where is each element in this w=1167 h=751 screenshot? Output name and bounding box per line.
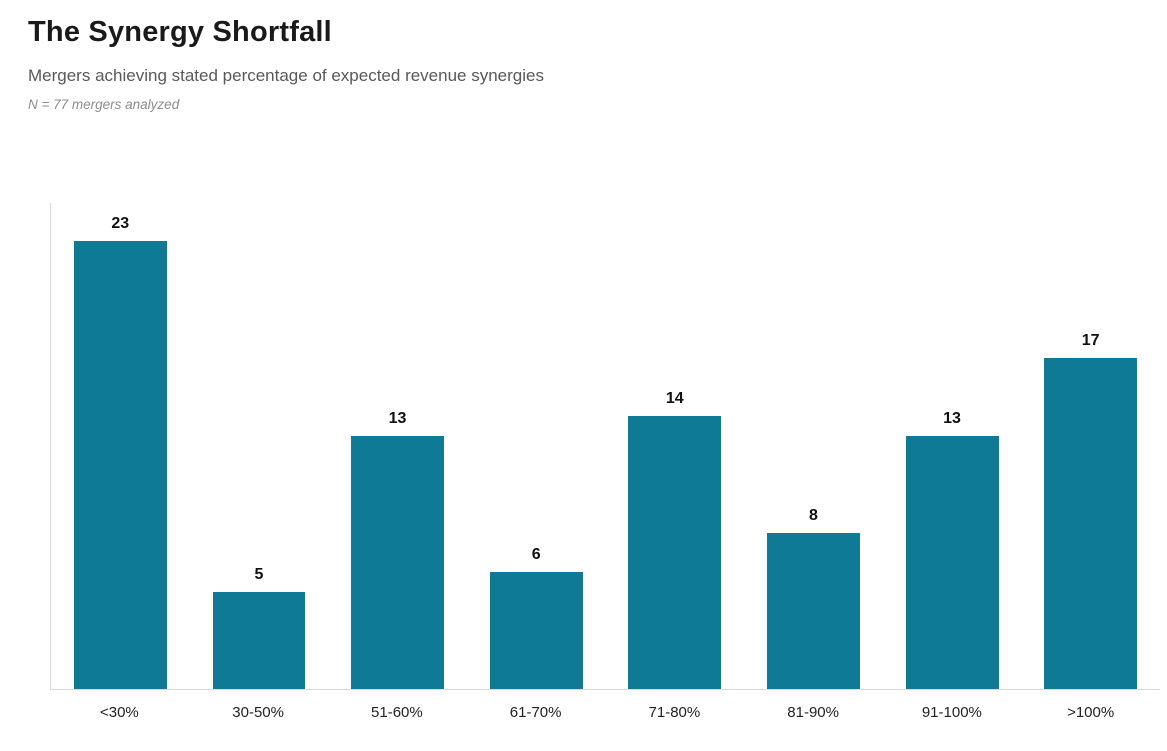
x-axis-tick-label: 71-80% [648,704,701,721]
bar[interactable] [1044,358,1138,689]
x-axis-tick-label: >100% [1067,704,1115,721]
bar-column: 8 [744,203,883,689]
x-axis-tick-label: <30% [99,704,139,721]
chart-subtitle: Mergers achieving stated percentage of e… [28,66,544,85]
bar-value-label: 13 [943,410,961,427]
sample-size-note: N = 77 mergers analyzed [28,97,180,112]
bar-value-label: 13 [388,410,407,427]
bar-chart: 23 5 13 6 14 8 13 17 <30% 30-50% 51-60% 61-70% 71-8… [50,203,1160,721]
bar[interactable] [351,436,444,689]
bar-column: 17 [1021,203,1160,689]
bar-value-label: 6 [531,546,541,563]
x-axis-tick-label: 30-50% [232,704,284,721]
bar[interactable] [905,436,999,689]
bar-value-label: 5 [254,566,264,583]
bar-column: 13 [328,203,467,689]
bar-value-label: 17 [1081,332,1100,349]
bar[interactable] [212,592,306,689]
bar-column: 13 [883,203,1022,689]
chart-header: The Synergy Shortfall Mergers achieving … [0,0,1167,112]
x-axis-tick-label: 61-70% [509,704,562,721]
bar[interactable] [73,241,167,689]
bar-value-label: 14 [665,390,684,407]
bar-column: 6 [467,203,606,689]
bar-column: 23 [51,203,190,689]
bar-value-label: 8 [808,507,818,524]
bar-column: 5 [190,203,329,689]
x-axis-tick-label: 51-60% [371,704,423,721]
page-title: The Synergy Shortfall [28,16,332,48]
bar-column: 14 [606,203,745,689]
bar-value-label: 23 [111,215,130,232]
bar[interactable] [628,416,722,689]
bar[interactable] [489,572,583,689]
bar[interactable] [767,533,860,689]
x-axis-labels: <30% 30-50% 51-60% 61-70% 71-80% 81-90% 91-100… [50,690,1160,721]
x-axis-tick-label: 91-100% [921,704,982,721]
x-axis-tick-label: 81-90% [787,704,839,721]
plot-area: 23 5 13 6 14 8 13 17 [50,203,1160,690]
